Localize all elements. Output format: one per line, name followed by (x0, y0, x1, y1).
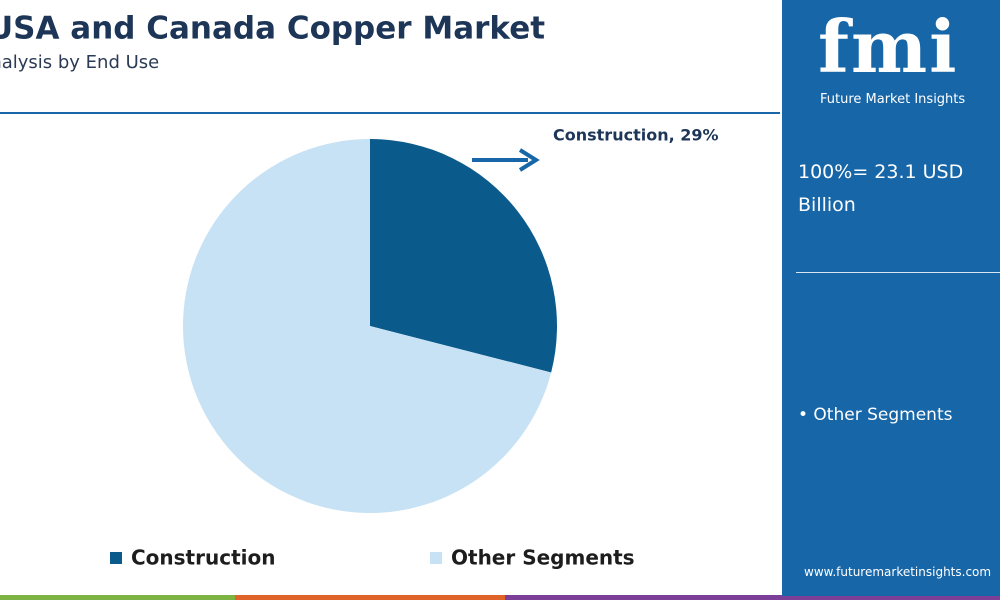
market-total: 100%= 23.1 USD Billion (798, 161, 964, 216)
legend-label: Other Segments (451, 546, 635, 570)
side-panel: fmi Future Market Insights 100%= 23.1 US… (782, 0, 1000, 596)
chart-title: USA and Canada Copper Market (0, 11, 545, 47)
brand: Future Market Insights (820, 92, 966, 107)
footer-strip (0, 595, 235, 600)
pie-slice (183, 139, 552, 514)
logo: fmi (818, 4, 959, 89)
footer-strip (235, 595, 505, 600)
pie-slice (370, 139, 558, 373)
legend-swatch (110, 552, 122, 564)
chart-subtitle: Analysis by End Use (0, 52, 159, 73)
url: www.futuremarketinsights.com (804, 565, 992, 579)
segment-note: • Other Segments (798, 405, 953, 425)
data-label: Construction, 29% (553, 126, 719, 145)
legend-label: Construction (131, 546, 275, 570)
legend-swatch (430, 552, 442, 564)
footer-strip (505, 595, 1000, 600)
divider (796, 272, 1000, 273)
arrow-head (518, 148, 540, 172)
